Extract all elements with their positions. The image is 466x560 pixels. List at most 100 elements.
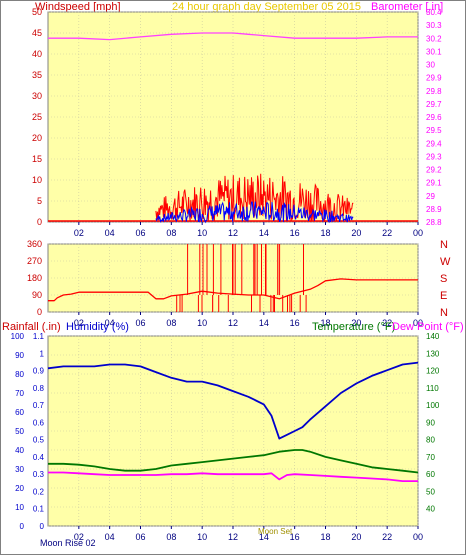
- barometer-tick-label: 29.1: [426, 179, 442, 188]
- barometer-tick-label: 29.7: [426, 100, 442, 109]
- temperature-tick-label: 130: [426, 349, 440, 358]
- humidity-panel-xtick-label: 08: [166, 532, 176, 542]
- temperature-line: [48, 449, 419, 474]
- compass-s-label: S: [440, 273, 447, 285]
- wind-panel-xtick-label: 02: [74, 228, 84, 238]
- humidity-line: [47, 361, 419, 440]
- humidity-tick-label: 90: [15, 351, 24, 360]
- rainfall-tick-label: 0: [40, 522, 45, 531]
- compass-w-label: W: [440, 256, 451, 268]
- compass-n-label: N: [440, 307, 448, 319]
- temperature-tick-label: 100: [426, 401, 440, 410]
- barometer-tick-label: 29.6: [426, 113, 442, 122]
- temperature-tick-label: 80: [426, 436, 435, 445]
- moon-set-label: Moon Set: [258, 527, 293, 536]
- direction-tick-label: 180: [27, 273, 42, 283]
- wind-panel-xtick-label: 18: [320, 228, 330, 238]
- windspeed-tick-label: 15: [32, 154, 42, 164]
- wind-panel-xtick-label: 12: [228, 228, 238, 238]
- barometer-tick-label: 29.3: [426, 152, 442, 161]
- direction-panel-xtick-label: 08: [166, 318, 176, 328]
- rainfall-tick-label: 0.5: [33, 436, 45, 445]
- wind-panel-xtick-label: 10: [197, 228, 207, 238]
- humidity-tick-label: 100: [11, 332, 25, 341]
- humidity-panel-xtick-label: 04: [105, 532, 115, 542]
- barometer-tick-label: 30: [426, 61, 435, 70]
- humidity-panel-xtick-label: 14: [259, 532, 269, 542]
- direction-panel-xtick-label: 00: [413, 318, 423, 328]
- windspeed-tick-label: 0: [37, 217, 42, 227]
- barometer-tick-label: 29.5: [426, 126, 442, 135]
- rainfall-tick-label: 0.3: [33, 470, 45, 479]
- rainfall-tick-label: 0.4: [33, 453, 45, 462]
- direction-panel-xtick-label: 10: [197, 318, 207, 328]
- direction-panel-xtick-label: 12: [228, 318, 238, 328]
- direction-panel-xtick-label: 20: [351, 318, 361, 328]
- direction-panel-xtick-label: 06: [135, 318, 145, 328]
- windspeed-tick-label: 20: [32, 133, 42, 143]
- wind-speed-line: [155, 173, 354, 223]
- humidity-panel-xtick-label: 10: [197, 532, 207, 542]
- rainfall-tick-label: 1.1: [33, 332, 45, 341]
- wind-average-line: [155, 201, 354, 224]
- humidity-panel: [47, 335, 419, 527]
- windspeed-tick-label: 10: [32, 175, 42, 185]
- humidity-tick-label: 10: [15, 503, 24, 512]
- rainfall-tick-label: 0.6: [33, 418, 45, 427]
- windspeed-axis-title: Windspeed [mph]: [35, 1, 121, 13]
- windspeed-tick-label: 25: [32, 112, 42, 122]
- humidity-tick-label: 20: [15, 484, 24, 493]
- rainfall-axis-title: Rainfall (.in): [2, 321, 61, 333]
- temperature-tick-label: 90: [426, 418, 435, 427]
- wind-direction-spikes: [176, 244, 307, 312]
- barometer-line: [48, 32, 418, 41]
- direction-panel-xtick-label: 02: [74, 318, 84, 328]
- humidity-tick-label: 50: [15, 427, 24, 436]
- barometer-tick-label: 30.4: [426, 8, 442, 17]
- direction-tick-label: 0: [37, 307, 42, 317]
- temperature-tick-label: 140: [426, 332, 440, 341]
- direction-tick-label: 270: [27, 256, 42, 266]
- windspeed-tick-label: 45: [32, 28, 42, 38]
- barometer-tick-label: 29.8: [426, 87, 442, 96]
- direction-tick-label: 360: [27, 239, 42, 249]
- dewpoint-line: [48, 471, 418, 482]
- graph-title: 24 hour graph day September 05 2015: [172, 1, 361, 13]
- wind-panel-xtick-label: 06: [135, 228, 145, 238]
- humidity-tick-label: 30: [15, 465, 24, 474]
- humidity-axis-title: Humidity (%): [66, 321, 129, 333]
- direction-tick-label: 90: [32, 290, 42, 300]
- humidity-tick-label: 70: [15, 389, 24, 398]
- windspeed-tick-label: 5: [37, 196, 42, 206]
- direction-panel-xtick-label: 14: [259, 318, 269, 328]
- wind-panel-xtick-label: 20: [351, 228, 361, 238]
- rainfall-tick-label: 0.1: [33, 505, 45, 514]
- temperature-tick-label: 50: [426, 487, 435, 496]
- wind-panel-xtick-label: 22: [382, 228, 392, 238]
- humidity-panel-xtick-label: 16: [290, 532, 300, 542]
- barometer-tick-label: 30.3: [426, 21, 442, 30]
- rainfall-tick-label: 1: [40, 349, 45, 358]
- barometer-tick-label: 28.9: [426, 205, 442, 214]
- temperature-tick-label: 110: [426, 384, 439, 393]
- rainfall-tick-label: 0.2: [33, 487, 45, 496]
- temperature-tick-label: 40: [426, 505, 435, 514]
- rainfall-tick-label: 0.8: [33, 384, 45, 393]
- humidity-panel-xtick-label: 00: [413, 532, 423, 542]
- humidity-panel-xtick-label: 20: [351, 532, 361, 542]
- windspeed-tick-label: 30: [32, 91, 42, 101]
- humidity-panel-xtick-label: 22: [382, 532, 392, 542]
- windspeed-tick-label: 50: [32, 7, 42, 17]
- barometer-tick-label: 28.8: [426, 218, 442, 227]
- temperature-axis-title: Temperature (°F): [312, 321, 395, 333]
- barometer-tick-label: 30.2: [426, 34, 442, 43]
- barometer-tick-label: 29.2: [426, 166, 442, 175]
- rainfall-tick-label: 0.9: [33, 367, 45, 376]
- dewpoint-axis-title: Dew Point (°F): [392, 321, 464, 333]
- temperature-tick-label: 70: [426, 453, 435, 462]
- windspeed-tick-label: 40: [32, 49, 42, 59]
- humidity-panel-xtick-label: 02: [74, 532, 84, 542]
